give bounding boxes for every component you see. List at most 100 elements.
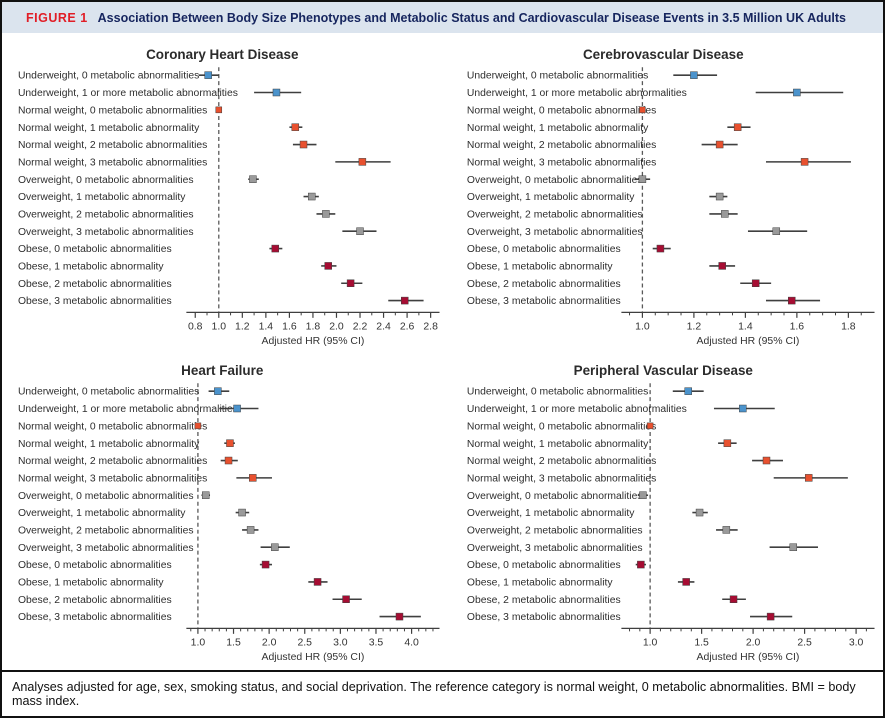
point-marker <box>638 175 646 183</box>
point-marker <box>215 106 223 114</box>
row-label: Underweight, 1 or more metabolic abnorma… <box>18 88 238 99</box>
row-label: Overweight, 2 metabolic abnormalities <box>466 525 642 536</box>
point-marker <box>324 262 332 270</box>
point-marker <box>322 210 330 218</box>
forest-row: Overweight, 3 metabolic abnormalities <box>466 542 818 553</box>
forest-row: Normal weight, 3 metabolic abnormalities <box>18 157 391 168</box>
axis-tick-label: 3.5 <box>369 637 384 648</box>
axis-tick-label: 0.8 <box>188 321 203 332</box>
forest-row: Normal weight, 0 metabolic abnormalities <box>466 421 655 432</box>
row-label: Overweight, 0 metabolic abnormalities <box>466 490 642 501</box>
axis-tick-label: 1.0 <box>642 637 657 648</box>
point-marker <box>751 279 759 287</box>
x-axis: 1.0 1.5 2.0 2.5 3.0 Adjusted HR (95% CI) <box>620 627 875 663</box>
row-label: Obese, 3 metabolic abnormalities <box>466 612 620 623</box>
axis-tick-label: 1.0 <box>635 321 650 332</box>
forest-row: Obese, 2 metabolic abnormalities <box>18 594 362 605</box>
point-marker <box>313 577 322 586</box>
axis-tick-label: 1.4 <box>259 321 274 332</box>
forest-row: Normal weight, 2 metabolic abnormalities <box>18 140 317 151</box>
row-label: Normal weight, 1 metabolic abnormality <box>466 123 648 134</box>
forest-row: Overweight, 1 metabolic abnormality <box>18 192 319 203</box>
forest-plot-svg: Cerebrovascular Disease Underweight, 0 me… <box>466 47 875 347</box>
figure-title: Association Between Body Size Phenotypes… <box>97 10 846 25</box>
forest-row: Overweight, 3 metabolic abnormalities <box>466 227 807 238</box>
forest-panel-coronary-heart-disease: Coronary Heart Disease Underweight, 0 met… <box>2 39 443 355</box>
panel-title: Peripheral Vascular Disease <box>573 363 753 378</box>
axis-tick-label: 2.5 <box>297 637 312 648</box>
forest-row: Overweight, 2 metabolic abnormalities <box>466 525 738 536</box>
point-marker <box>233 404 241 412</box>
point-marker <box>249 473 257 482</box>
point-marker <box>238 508 246 516</box>
forest-row: Overweight, 2 metabolic abnormalities <box>18 525 259 536</box>
point-marker <box>681 577 690 586</box>
forest-row: Obese, 3 metabolic abnormalities <box>466 296 820 307</box>
point-marker <box>689 71 698 79</box>
row-label: Overweight, 2 metabolic abnormalities <box>18 209 194 220</box>
point-marker <box>272 88 281 97</box>
point-marker <box>733 123 741 131</box>
row-label: Obese, 2 metabolic abnormalities <box>18 594 172 605</box>
forest-row: Normal weight, 3 metabolic abnormalities <box>18 473 272 484</box>
panel-title: Cerebrovascular Disease <box>582 47 743 62</box>
point-marker <box>358 158 367 166</box>
axis-label: Adjusted HR (95% CI) <box>262 652 365 663</box>
forest-row: Normal weight, 2 metabolic abnormalities <box>466 456 783 467</box>
forest-row: Obese, 1 metabolic abnormality <box>18 262 337 273</box>
point-marker <box>683 386 692 395</box>
point-marker <box>722 525 730 534</box>
point-marker <box>766 612 774 620</box>
point-marker <box>342 595 350 603</box>
forest-row: Overweight, 1 metabolic abnormality <box>466 192 727 203</box>
point-marker <box>792 88 801 97</box>
axis-tick-label: 1.8 <box>306 321 321 332</box>
row-label: Overweight, 2 metabolic abnormalities <box>466 209 642 220</box>
row-label: Obese, 0 metabolic abnormalities <box>466 244 620 255</box>
x-axis: 0.8 1.0 1.2 1.4 1.6 1.8 2.0 2.2 2.4 2.6 2.8 Adjuste… <box>186 311 440 347</box>
axis-tick-label: 4.0 <box>404 637 419 648</box>
forest-row: Normal weight, 3 metabolic abnormalities <box>466 157 851 168</box>
x-axis: 1.0 1.2 1.4 1.6 1.8 Adjusted HR (95% CI) <box>620 311 875 347</box>
charts-grid: Coronary Heart Disease Underweight, 0 met… <box>2 33 883 670</box>
forest-panel-peripheral-vascular-disease: Peripheral Vascular Disease Underweight, … <box>443 355 884 671</box>
point-marker <box>271 244 280 253</box>
point-marker <box>723 438 731 447</box>
forest-row: Obese, 0 metabolic abnormalities <box>18 560 272 571</box>
axis-tick-label: 2.4 <box>376 321 391 332</box>
row-label: Obese, 2 metabolic abnormalities <box>466 594 620 605</box>
forest-row: Obese, 3 metabolic abnormalities <box>18 612 421 623</box>
axis-tick-label: 3.0 <box>333 637 348 648</box>
point-marker <box>787 296 795 305</box>
forest-row: Underweight, 1 or more metabolic abnorma… <box>466 88 843 99</box>
axis-tick-label: 2.5 <box>797 637 812 648</box>
row-label: Overweight, 1 metabolic abnormality <box>466 508 634 519</box>
forest-plot-svg: Coronary Heart Disease Underweight, 0 met… <box>18 47 440 347</box>
row-label: Obese, 3 metabolic abnormalities <box>18 296 172 307</box>
axis-tick-label: 1.2 <box>686 321 701 332</box>
axis-tick-label: 2.0 <box>262 637 277 648</box>
forest-row: Overweight, 3 metabolic abnormalities <box>18 227 377 238</box>
point-marker <box>246 525 255 534</box>
row-label: Underweight, 0 metabolic abnormalities <box>466 71 647 82</box>
point-marker <box>646 422 653 429</box>
axis-tick-label: 2.6 <box>400 321 415 332</box>
point-marker <box>715 192 723 201</box>
forest-row: Obese, 3 metabolic abnormalities <box>18 296 424 307</box>
figure-header: FIGURE 1 Association Between Body Size P… <box>2 2 883 33</box>
axis-tick-label: 2.8 <box>423 321 438 332</box>
row-label: Overweight, 3 metabolic abnormalities <box>466 227 642 238</box>
axis-tick-label: 2.2 <box>353 321 368 332</box>
point-marker <box>204 71 212 79</box>
row-label: Overweight, 0 metabolic abnormalities <box>18 175 194 186</box>
point-marker <box>656 244 664 253</box>
row-label: Obese, 0 metabolic abnormalities <box>466 560 620 571</box>
row-label: Normal weight, 1 metabolic abnormality <box>18 438 200 449</box>
row-label: Obese, 2 metabolic abnormalities <box>18 279 172 290</box>
forest-row: Obese, 0 metabolic abnormalities <box>466 560 646 571</box>
row-label: Underweight, 0 metabolic abnormalities <box>18 386 199 397</box>
forest-panel-cerebrovascular-disease: Cerebrovascular Disease Underweight, 0 me… <box>443 39 884 355</box>
axis-tick-label: 1.6 <box>282 321 297 332</box>
row-label: Normal weight, 3 metabolic abnormalities <box>18 157 207 168</box>
